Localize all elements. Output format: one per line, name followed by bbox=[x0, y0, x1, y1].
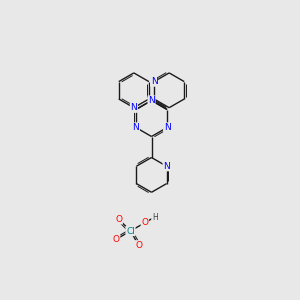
Text: N: N bbox=[130, 103, 137, 112]
Text: N: N bbox=[148, 96, 155, 105]
Text: O: O bbox=[141, 218, 148, 227]
Text: O: O bbox=[113, 235, 120, 244]
Text: N: N bbox=[164, 123, 170, 132]
Text: Cl: Cl bbox=[126, 226, 135, 236]
Text: N: N bbox=[133, 123, 139, 132]
Text: O: O bbox=[115, 215, 122, 224]
Text: H: H bbox=[152, 212, 158, 221]
Text: N: N bbox=[163, 162, 170, 171]
Text: N: N bbox=[151, 77, 158, 86]
Text: O: O bbox=[135, 241, 142, 250]
